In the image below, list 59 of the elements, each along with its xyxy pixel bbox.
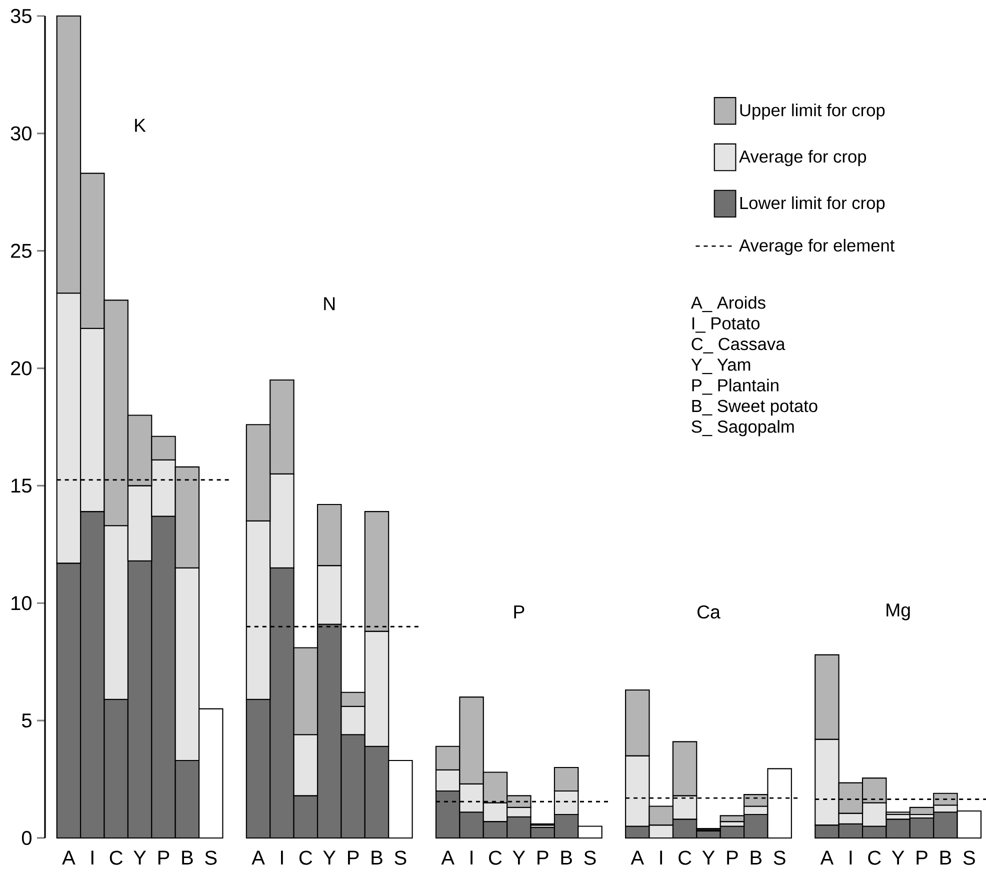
annotation: P — [514, 606, 524, 618]
y-tick-label: 35 — [10, 8, 32, 24]
y-tick-label: 0 — [22, 830, 32, 846]
y-tick-label: 10 — [12, 596, 32, 610]
y-tick-label: 20 — [11, 361, 32, 376]
x-tick-label: I — [660, 850, 662, 864]
x-tick-label: I — [281, 850, 283, 864]
x-tick-label: P — [727, 850, 738, 864]
x-tick-label: A — [252, 850, 265, 864]
x-tick-label: A — [630, 850, 644, 864]
x-tick-label: S — [584, 850, 596, 865]
x-tick-label: Y — [702, 850, 715, 864]
x-tick-label: B — [940, 850, 952, 864]
x-tick-label: C — [489, 850, 502, 865]
x-tick-label: C — [110, 850, 123, 865]
x-tick-label: S — [394, 850, 406, 865]
annotation: K — [135, 118, 146, 132]
x-tick-label: A — [441, 850, 454, 864]
annotation: B_ Sweet potato — [692, 400, 818, 416]
x-tick-label: Y — [892, 850, 904, 864]
x-tick-label: P — [158, 850, 170, 864]
x-tick-label: P — [916, 850, 928, 864]
y-tick-label: 25 — [11, 244, 32, 258]
x-tick-label: S — [205, 850, 217, 865]
x-tick-label: C — [678, 850, 692, 865]
x-tick-label: S — [774, 850, 786, 865]
x-tick-label: S — [963, 850, 975, 865]
annotation: C_ Cassava — [692, 338, 786, 354]
x-tick-label: Y — [134, 850, 146, 864]
annotation: N — [324, 297, 335, 310]
y-tick-label: 5 — [22, 714, 32, 728]
x-tick-label: I — [850, 850, 852, 864]
x-tick-label: B — [372, 850, 382, 864]
y-tick-label: 30 — [10, 126, 32, 140]
x-tick-label: C — [299, 850, 312, 865]
annotation: Average for element — [739, 238, 895, 256]
annotation: I_ Potato — [692, 317, 760, 333]
x-tick-label: B — [750, 850, 762, 864]
x-tick-label: Y — [512, 850, 526, 864]
x-tick-label: P — [348, 850, 359, 864]
annotation: Ca — [698, 605, 720, 619]
x-tick-label: I — [91, 850, 94, 864]
legend-label: Average for crop — [739, 150, 866, 166]
x-tick-label: P — [538, 850, 548, 864]
legend-label: Lower limit for crop — [740, 196, 885, 213]
x-tick-label: I — [470, 850, 472, 864]
annotation: Y_ Yam — [691, 358, 750, 374]
x-tick-label: A — [820, 850, 834, 864]
x-tick-label: C — [868, 850, 881, 865]
annotation: P_ Plantain — [692, 378, 778, 395]
x-tick-label: B — [182, 850, 193, 864]
y-tick-label: 15 — [12, 478, 32, 493]
legend-label: Upper limit for crop — [740, 104, 885, 120]
x-tick-label: A — [62, 850, 76, 864]
annotation: A_ Aroids — [690, 296, 766, 312]
annotation: S_ Sagopalm — [692, 420, 794, 436]
annotation: Mg — [886, 604, 910, 620]
x-tick-label: Y — [323, 850, 336, 864]
x-tick-label: B — [561, 850, 572, 864]
